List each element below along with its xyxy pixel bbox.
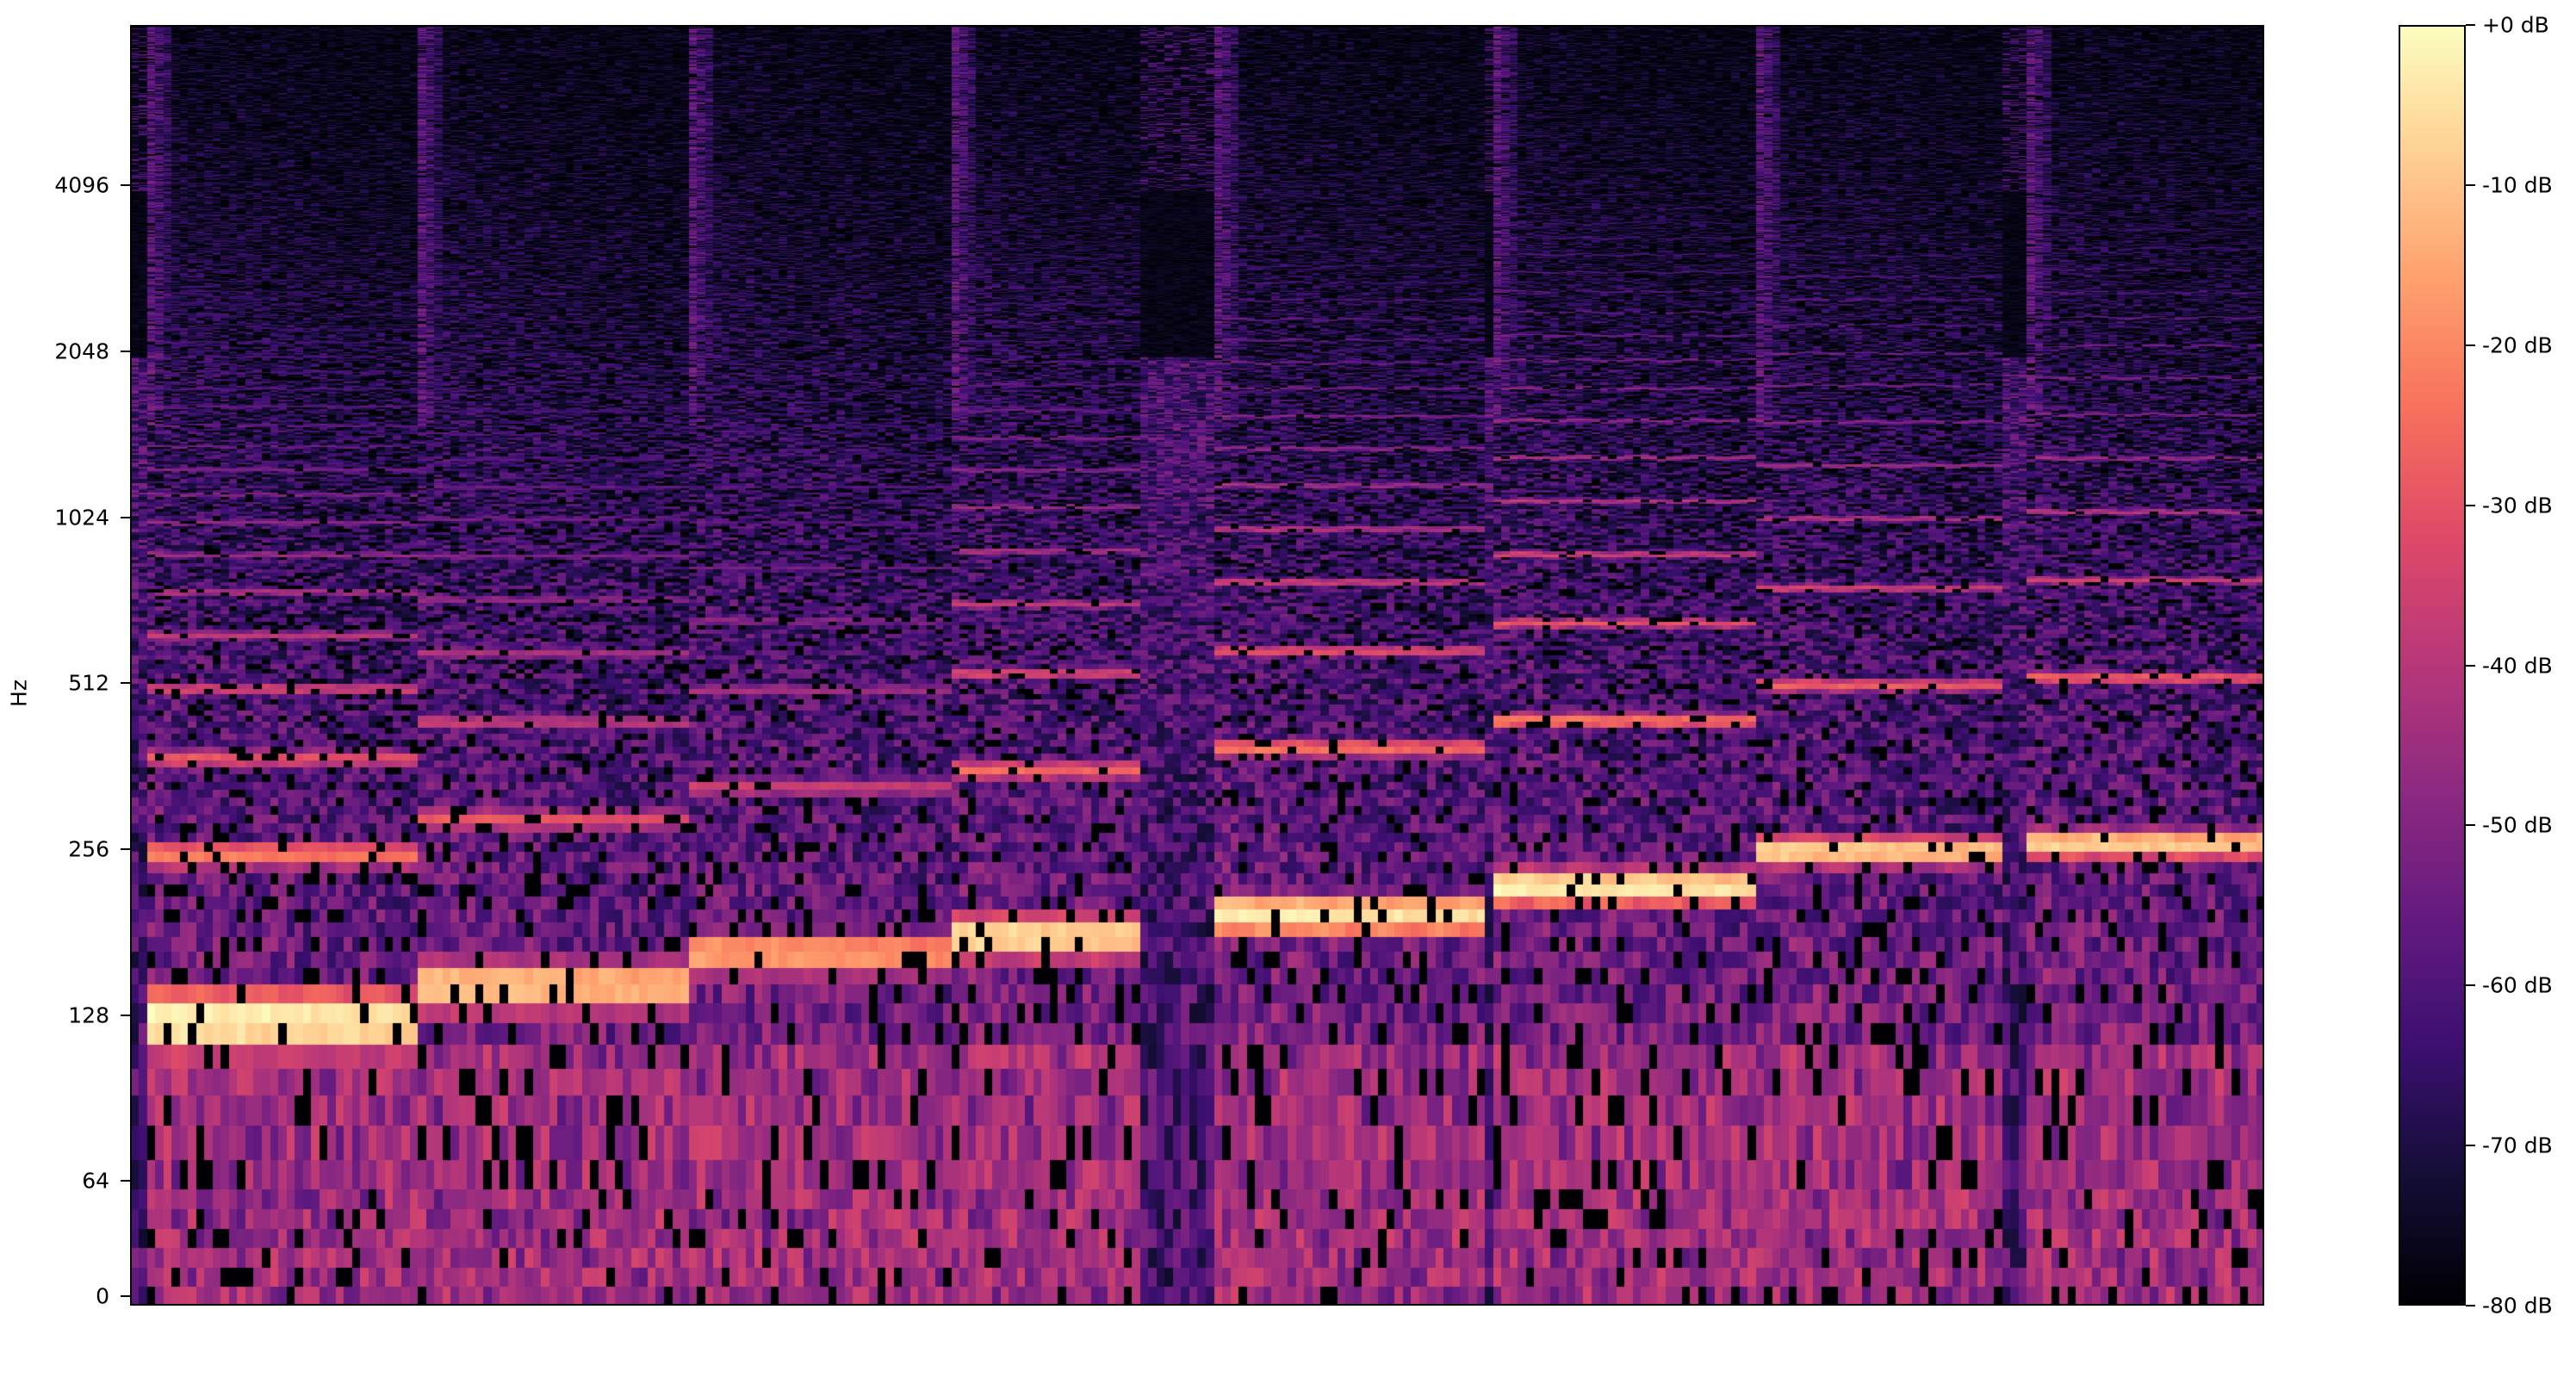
colorbar-tick-label: -80 dB: [2482, 1293, 2553, 1319]
y-tick-label: 256: [68, 836, 109, 862]
y-tick-label: 512: [68, 670, 109, 696]
y-tick-mark: [121, 184, 130, 186]
colorbar-tick-label: -20 dB: [2482, 332, 2553, 358]
y-tick-label: 2048: [54, 338, 109, 364]
y-tick-mark: [121, 1295, 130, 1297]
colorbar-tick-mark: [2466, 24, 2475, 26]
y-tick-mark: [121, 682, 130, 684]
y-tick-label: 4096: [54, 172, 109, 198]
colorbar-tick-label: +0 dB: [2482, 12, 2549, 38]
colorbar-tick-mark: [2466, 344, 2475, 346]
y-tick-label: 128: [68, 1002, 109, 1028]
y-tick-mark: [121, 517, 130, 518]
colorbar-tick-label: -60 dB: [2482, 972, 2553, 998]
plot-area-frame: [130, 25, 2264, 1306]
colorbar-tick-mark: [2466, 1145, 2475, 1147]
y-tick-mark: [121, 351, 130, 352]
y-tick-label: 1024: [54, 505, 109, 531]
colorbar-tick-mark: [2466, 824, 2475, 827]
colorbar-tick-label: -30 dB: [2482, 493, 2553, 518]
colorbar-tick-label: -70 dB: [2482, 1133, 2553, 1158]
y-tick-mark: [121, 1180, 130, 1182]
colorbar-tick-mark: [2466, 1305, 2475, 1306]
colorbar-tick-label: -10 dB: [2482, 172, 2553, 198]
colorbar: [2399, 25, 2466, 1306]
colorbar-tick-mark: [2466, 504, 2475, 506]
colorbar-tick-label: -50 dB: [2482, 812, 2553, 838]
spectrogram-heatmap: [130, 25, 2264, 1306]
colorbar-tick-label: -40 dB: [2482, 653, 2553, 678]
colorbar-tick-mark: [2466, 984, 2475, 987]
y-tick-label: 64: [82, 1168, 109, 1194]
y-axis-label: Hz: [6, 680, 32, 707]
y-tick-label: 0: [96, 1283, 109, 1309]
colorbar-tick-mark: [2466, 183, 2475, 186]
y-tick-mark: [121, 1015, 130, 1016]
colorbar-tick-mark: [2466, 664, 2475, 667]
y-tick-mark: [121, 848, 130, 850]
